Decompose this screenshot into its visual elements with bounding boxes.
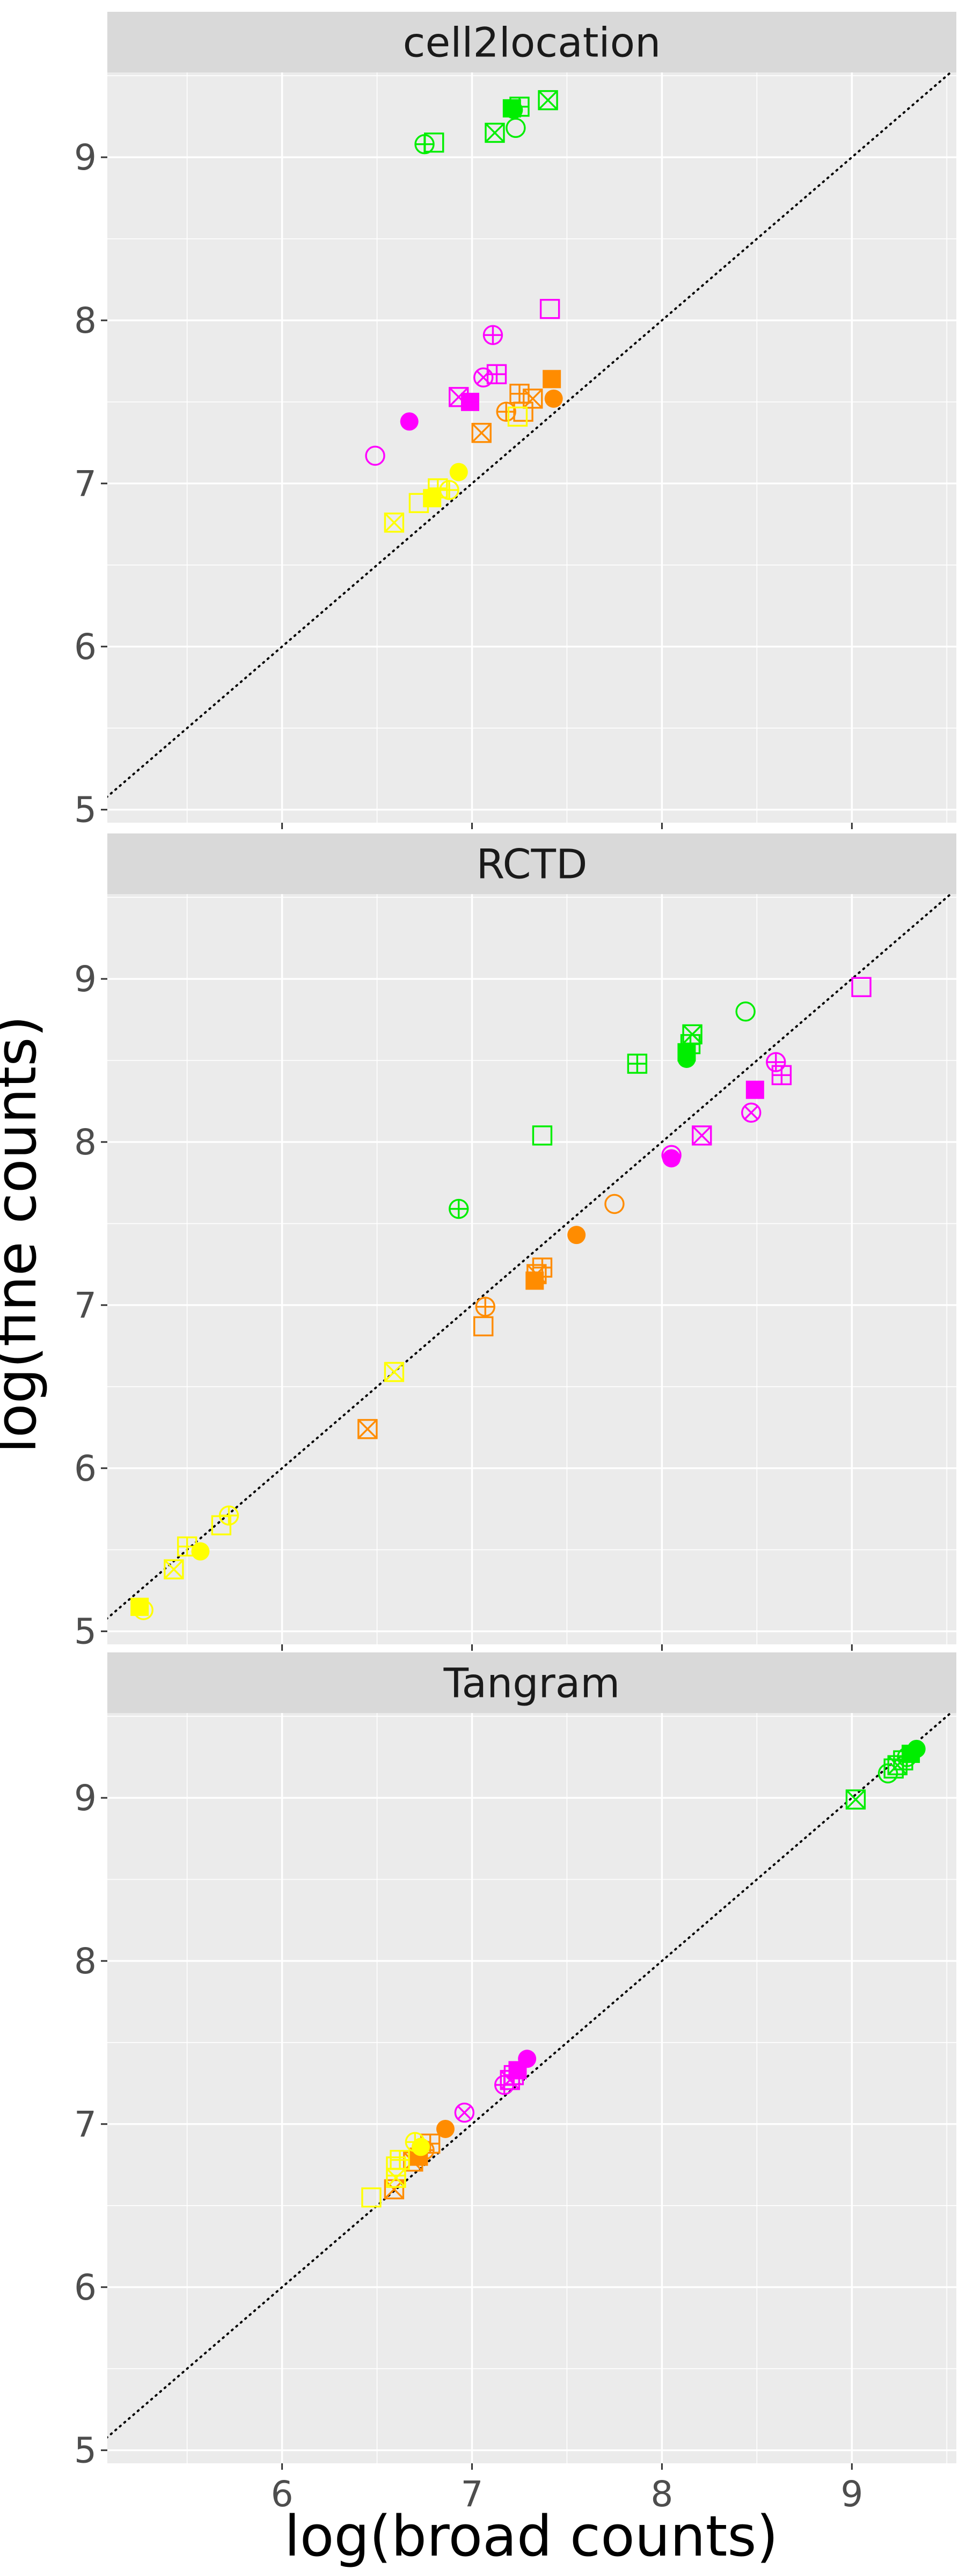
data-point bbox=[627, 1053, 648, 1074]
data-point bbox=[473, 367, 494, 388]
data-point bbox=[365, 445, 385, 466]
identity-line bbox=[107, 894, 953, 1620]
data-point bbox=[771, 1065, 792, 1086]
data-point bbox=[414, 134, 435, 155]
x-axis-title: log(broad counts) bbox=[284, 2504, 778, 2569]
data-point bbox=[496, 401, 516, 422]
identity-line bbox=[107, 72, 953, 799]
plot-panel bbox=[107, 1713, 956, 2463]
facet-panel-0: cell2location 5 6 7 8 9 bbox=[74, 12, 956, 831]
y-tick-label: 9 bbox=[74, 958, 97, 1000]
data-point bbox=[507, 406, 528, 427]
y-tick-label: 7 bbox=[74, 1285, 97, 1326]
facet-strip bbox=[107, 1652, 956, 1713]
facet-title: RCTD bbox=[476, 840, 587, 888]
data-point bbox=[177, 1536, 197, 1557]
y-tick-label: 6 bbox=[74, 2267, 97, 2308]
data-point bbox=[513, 401, 533, 422]
facet-strip bbox=[107, 12, 956, 72]
data-point bbox=[384, 513, 405, 533]
data-point bbox=[471, 422, 492, 443]
data-point bbox=[509, 97, 530, 117]
y-tick-label: 6 bbox=[74, 626, 97, 668]
data-point bbox=[460, 392, 479, 411]
data-point bbox=[741, 1102, 762, 1123]
data-point bbox=[475, 1297, 495, 1317]
y-tick-label: 5 bbox=[74, 1611, 97, 1652]
data-point bbox=[482, 325, 503, 345]
data-point bbox=[485, 122, 505, 143]
data-point bbox=[423, 489, 442, 508]
data-point bbox=[400, 412, 419, 431]
data-point bbox=[408, 493, 429, 514]
plot-panel bbox=[107, 72, 956, 823]
data-point bbox=[525, 1271, 544, 1290]
y-tick-label: 8 bbox=[74, 1122, 97, 1163]
y-tick-label: 5 bbox=[74, 2430, 97, 2471]
data-point bbox=[538, 90, 558, 111]
data-point bbox=[473, 1316, 494, 1337]
data-point bbox=[544, 389, 563, 408]
facet-strip bbox=[107, 833, 956, 894]
y-axis-title: log(fine counts) bbox=[0, 1015, 49, 1453]
data-point bbox=[766, 1052, 786, 1072]
facet-panel-1: RCTD 5 6 7 8 9 bbox=[74, 833, 956, 1652]
data-point bbox=[543, 370, 561, 389]
data-point bbox=[164, 1559, 184, 1579]
x-tick-label: 7 bbox=[461, 2473, 484, 2515]
x-tick-label: 8 bbox=[650, 2473, 673, 2515]
data-point bbox=[386, 2156, 406, 2177]
y-tick-label: 5 bbox=[74, 789, 97, 831]
data-point bbox=[851, 977, 872, 997]
data-point bbox=[211, 1515, 232, 1535]
y-tick-label: 8 bbox=[74, 1941, 97, 1982]
data-point bbox=[883, 1758, 904, 1779]
y-tick-label: 6 bbox=[74, 1448, 97, 1489]
data-point bbox=[405, 2132, 426, 2152]
x-tick-label: 9 bbox=[840, 2473, 863, 2515]
data-point bbox=[439, 480, 459, 500]
data-point bbox=[735, 1001, 756, 1022]
y-tick-label: 9 bbox=[74, 1777, 97, 1819]
identity-line bbox=[107, 1713, 953, 2439]
data-point bbox=[567, 1226, 586, 1245]
data-point bbox=[384, 1362, 405, 1382]
data-point bbox=[494, 2075, 515, 2095]
y-tick-label: 8 bbox=[74, 300, 97, 341]
data-point bbox=[449, 1198, 469, 1219]
data-point bbox=[661, 1145, 682, 1165]
data-point bbox=[454, 2102, 475, 2123]
data-point bbox=[845, 1789, 866, 1810]
data-point bbox=[677, 1049, 696, 1068]
y-tick-label: 7 bbox=[74, 2104, 97, 2145]
data-point bbox=[532, 1125, 553, 1146]
data-point bbox=[745, 1080, 764, 1099]
y-tick-label: 7 bbox=[74, 463, 97, 504]
data-point bbox=[449, 463, 468, 481]
x-tick-label: 6 bbox=[271, 2473, 294, 2515]
facet-title: Tangram bbox=[443, 1659, 620, 1707]
data-point bbox=[191, 1542, 210, 1561]
facet-title: cell2location bbox=[403, 19, 661, 67]
y-tick-label: 9 bbox=[74, 137, 97, 178]
data-point bbox=[506, 118, 526, 138]
data-point bbox=[539, 298, 560, 319]
data-point bbox=[361, 2187, 382, 2208]
data-point bbox=[386, 2168, 406, 2188]
facet-panel-2: Tangram 5 6 7 8 9 6 7 8 9 bbox=[74, 1652, 956, 2515]
data-point bbox=[436, 2119, 455, 2138]
data-point bbox=[133, 1600, 153, 1620]
data-point bbox=[504, 100, 523, 119]
data-point bbox=[877, 1763, 898, 1784]
data-point bbox=[357, 1419, 378, 1439]
data-point bbox=[604, 1194, 625, 1214]
data-point bbox=[692, 1125, 712, 1146]
